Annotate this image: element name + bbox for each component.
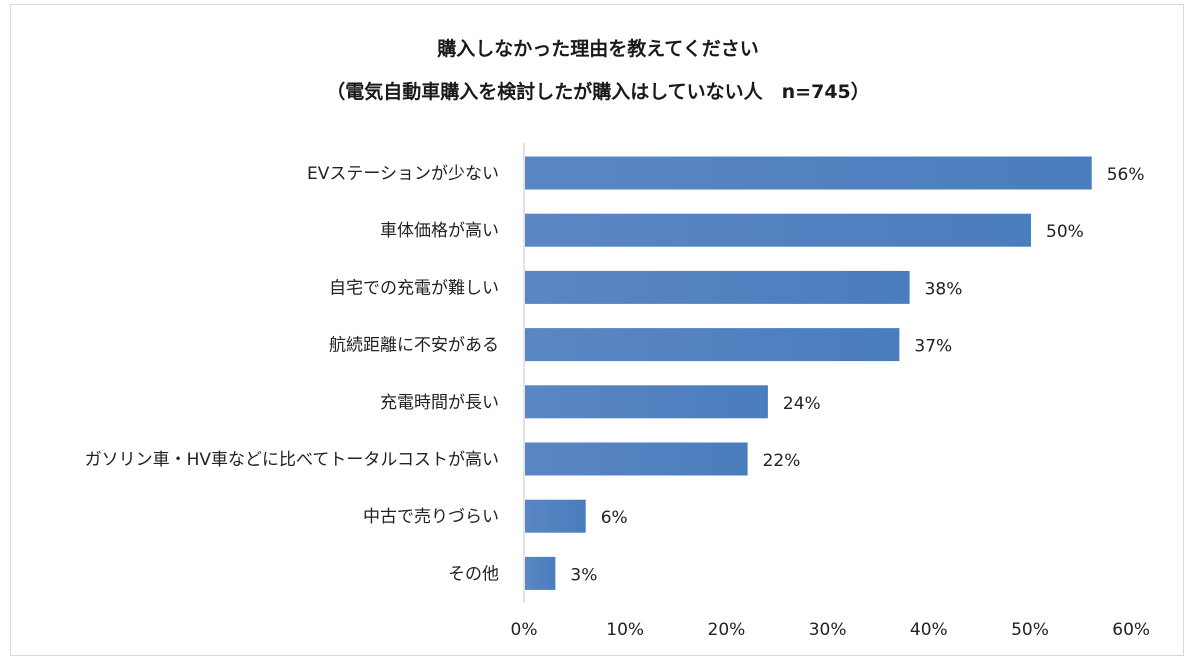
- bar-6: [525, 499, 586, 533]
- x-tick-label-5: 50%: [1011, 620, 1049, 640]
- x-tick-label-6: 60%: [1112, 620, 1150, 640]
- bar-1: [525, 213, 1031, 247]
- category-label-2: 自宅での充電が難しい: [329, 278, 499, 298]
- value-label-3: 37%: [914, 337, 952, 357]
- category-label-5: ガソリン車・HV車などに比べてトータルコストが高い: [85, 450, 499, 470]
- value-label-6: 6%: [601, 508, 628, 528]
- value-label-1: 50%: [1046, 222, 1084, 242]
- category-label-7: その他: [448, 564, 499, 584]
- bar-5: [525, 442, 748, 476]
- x-tick-label-0: 0%: [511, 620, 538, 640]
- plot-area: EVステーションが少ない 56% 車体価格が高い 50% 自宅での充電が難しい 38% 航続…: [85, 143, 1150, 640]
- value-label-7: 3%: [570, 565, 597, 585]
- bar-7: [525, 556, 556, 590]
- value-label-2: 38%: [925, 279, 963, 299]
- category-label-0: EVステーションが少ない: [307, 164, 499, 184]
- chart-frame: 購入しなかった理由を教えてください （電気自動車購入を検討したが購入はしていない…: [10, 4, 1184, 656]
- category-label-1: 車体価格が高い: [380, 221, 499, 241]
- bar-0: [525, 156, 1092, 190]
- bar-3: [525, 328, 900, 362]
- bar-4: [525, 385, 768, 419]
- bar-chart: 購入しなかった理由を教えてください （電気自動車購入を検討したが購入はしていない…: [85, 37, 1151, 640]
- category-label-4: 充電時間が長い: [380, 393, 499, 413]
- value-label-5: 22%: [763, 451, 801, 471]
- x-tick-label-1: 10%: [606, 620, 644, 640]
- x-tick-label-4: 40%: [910, 620, 948, 640]
- category-label-3: 航続距離に不安がある: [329, 336, 499, 356]
- chart-title: 購入しなかった理由を教えてください: [437, 37, 758, 60]
- x-tick-label-3: 30%: [809, 620, 847, 640]
- value-label-4: 24%: [783, 394, 821, 414]
- bar-2: [525, 270, 910, 304]
- category-label-6: 中古で売りづらい: [363, 507, 499, 527]
- value-label-0: 56%: [1107, 165, 1145, 185]
- x-tick-label-2: 20%: [708, 620, 746, 640]
- chart-subtitle: （電気自動車購入を検討したが購入はしていない人 n=745）: [326, 80, 870, 103]
